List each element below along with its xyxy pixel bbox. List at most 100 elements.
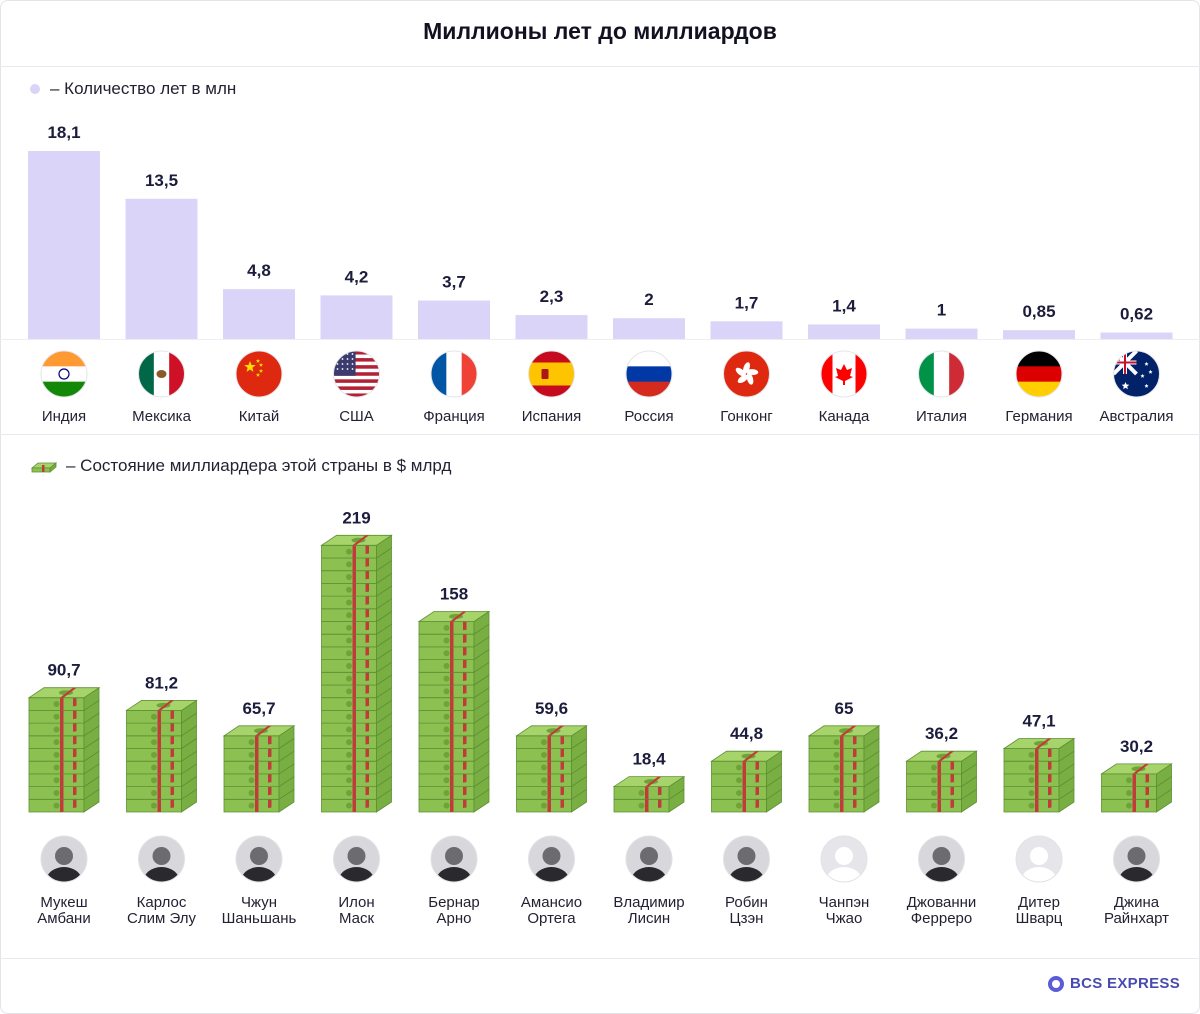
year-bar xyxy=(808,324,880,339)
person-name-label: Карлос xyxy=(137,894,187,911)
person-name-label: Бернар xyxy=(428,894,480,911)
money-stack-icon xyxy=(30,462,58,473)
person-avatar xyxy=(528,835,575,883)
italy-flag xyxy=(918,350,965,398)
person-name-label: Илон xyxy=(338,894,374,911)
country-label: Россия xyxy=(624,408,673,425)
person-name-label: Мукеш xyxy=(40,894,87,911)
person-name-label: Робин xyxy=(725,894,768,911)
money-stack xyxy=(905,750,978,813)
year-value-label: 4,8 xyxy=(247,261,271,280)
person-name-label: Дитер xyxy=(1018,894,1060,911)
person-name-label: Ферреро xyxy=(911,910,972,927)
country-label: Испания xyxy=(522,408,582,425)
person-name-label: Владимир xyxy=(613,894,684,911)
year-value-label: 2,3 xyxy=(540,287,564,306)
money-stack xyxy=(807,725,881,813)
russia-flag xyxy=(625,350,673,398)
country-label: Индия xyxy=(42,408,86,425)
person-name-label: Чанпэн xyxy=(819,894,870,911)
wealth-value-label: 30,2 xyxy=(1120,737,1153,756)
person-avatar xyxy=(625,835,673,883)
person-name-label: Джованни xyxy=(907,894,977,911)
person-avatar xyxy=(723,835,770,883)
person-name-label: Шаньшань xyxy=(222,910,297,927)
usa-flag xyxy=(333,350,380,398)
person-name-label: Слим Элу xyxy=(127,910,196,927)
wealth-value-label: 47,1 xyxy=(1022,712,1055,731)
year-value-label: 13,5 xyxy=(145,171,178,190)
wealth-value-label: 36,2 xyxy=(925,724,958,743)
year-value-label: 1,4 xyxy=(832,296,856,315)
year-value-label: 2 xyxy=(644,290,653,309)
money-stack xyxy=(710,750,783,813)
money-stack xyxy=(612,775,686,813)
person-name-label: Ортега xyxy=(527,910,576,927)
china-flag xyxy=(235,350,283,398)
brand-name: BCS EXPRESS xyxy=(1070,975,1180,992)
india-flag xyxy=(40,350,88,398)
wealth-value-label: 59,6 xyxy=(535,699,568,718)
year-bar xyxy=(125,198,198,339)
wealth-value-label: 18,4 xyxy=(632,750,666,769)
money-stack xyxy=(417,610,491,813)
person-avatar xyxy=(430,835,478,883)
year-bar xyxy=(223,289,295,339)
legend-dot-icon xyxy=(30,84,40,94)
person-avatar xyxy=(333,835,380,883)
year-bar xyxy=(613,318,685,339)
money-stack xyxy=(27,686,101,813)
legend-wealth: – Состояние миллиардера этой страны в $ … xyxy=(30,456,451,476)
person-name-label: Маск xyxy=(339,910,375,927)
person-avatar xyxy=(820,835,868,883)
person-name-label: Шварц xyxy=(1016,910,1063,927)
person-name-label: Арно xyxy=(437,910,472,927)
footer-divider xyxy=(0,958,1200,959)
year-value-label: 0,62 xyxy=(1120,305,1153,324)
country-label: Мексика xyxy=(132,408,192,425)
year-bar xyxy=(418,300,490,339)
country-label: Гонконг xyxy=(720,408,773,425)
bars-baseline xyxy=(0,339,1200,340)
year-value-label: 1,7 xyxy=(735,293,759,312)
wealth-value-label: 65 xyxy=(835,699,854,718)
canada-flag xyxy=(820,350,868,398)
country-label: Китай xyxy=(239,408,280,425)
hongkong-flag xyxy=(723,350,770,398)
chart-title: Миллионы лет до миллиардов xyxy=(423,18,777,44)
person-name-label: Лисин xyxy=(628,910,670,927)
wealth-value-label: 90,7 xyxy=(47,661,80,680)
country-label: США xyxy=(339,408,374,425)
money-stack xyxy=(1002,737,1076,813)
money-stack xyxy=(320,534,393,813)
wealth-value-label: 65,7 xyxy=(242,699,275,718)
country-label: Канада xyxy=(819,408,870,425)
money-stack xyxy=(125,699,198,813)
person-avatar xyxy=(40,835,88,883)
money-stack xyxy=(515,725,588,813)
person-name-label: Чжао xyxy=(826,910,863,927)
person-name-label: Амбани xyxy=(37,910,90,927)
person-avatar xyxy=(1015,835,1063,883)
country-label: Италия xyxy=(916,408,967,425)
country-label: Австралия xyxy=(1099,408,1173,425)
person-avatar xyxy=(138,835,185,883)
person-name-label: Чжун xyxy=(241,894,277,911)
legend-wealth-label: – Состояние миллиардера этой страны в $ … xyxy=(66,456,452,475)
year-bar xyxy=(905,328,978,339)
country-label: Германия xyxy=(1005,408,1072,425)
country-label: Франция xyxy=(423,408,484,425)
wealth-value-label: 81,2 xyxy=(145,673,178,692)
year-value-label: 3,7 xyxy=(442,273,466,292)
year-value-label: 4,2 xyxy=(345,267,369,286)
year-value-label: 1 xyxy=(937,301,946,320)
person-name-label: Райнхарт xyxy=(1104,910,1169,927)
money-stack xyxy=(1100,763,1173,813)
year-value-label: 0,85 xyxy=(1022,302,1055,321)
year-bar xyxy=(1003,330,1075,339)
year-bar xyxy=(710,321,783,339)
year-bar xyxy=(515,315,588,339)
section-divider xyxy=(0,434,1200,435)
money-stack xyxy=(222,725,296,813)
